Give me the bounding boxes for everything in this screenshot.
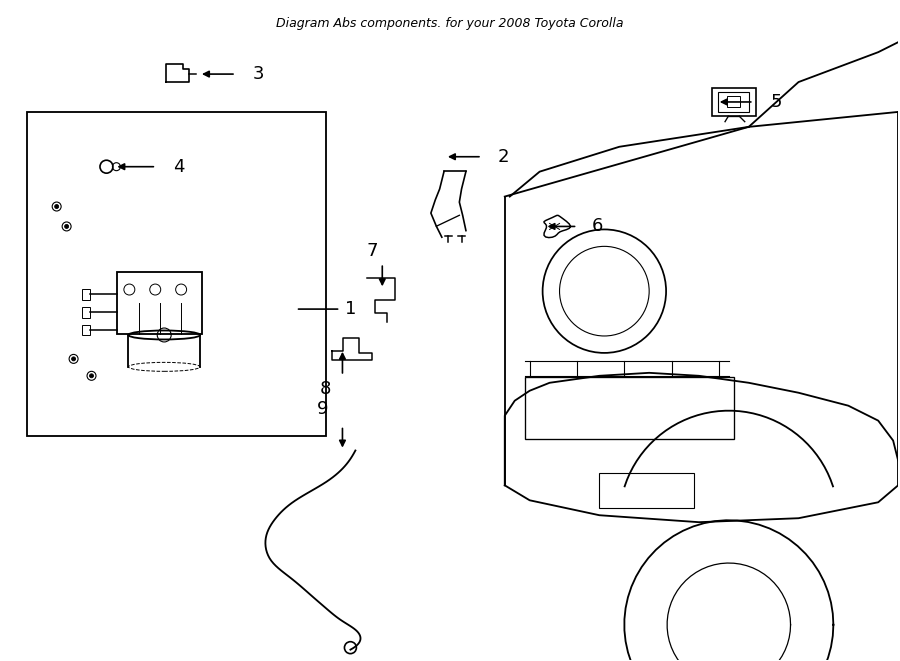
Bar — [117, 272, 202, 334]
Text: 1: 1 — [346, 300, 356, 318]
Circle shape — [55, 204, 58, 208]
Text: 8: 8 — [320, 380, 331, 398]
Text: Diagram Abs components. for your 2008 Toyota Corolla: Diagram Abs components. for your 2008 To… — [276, 17, 624, 30]
Circle shape — [65, 225, 68, 229]
Bar — [82, 289, 89, 299]
Text: 9: 9 — [317, 400, 328, 418]
Bar — [727, 97, 741, 108]
Bar — [525, 377, 733, 438]
Text: 5: 5 — [770, 93, 782, 111]
Circle shape — [89, 374, 94, 378]
Bar — [718, 92, 749, 112]
Bar — [27, 112, 326, 436]
Text: 7: 7 — [366, 243, 378, 260]
Bar — [82, 307, 89, 317]
Bar — [599, 473, 694, 508]
Bar — [82, 325, 89, 336]
Circle shape — [72, 357, 76, 361]
Text: 6: 6 — [591, 217, 603, 235]
Text: 2: 2 — [498, 147, 509, 166]
Text: 3: 3 — [253, 65, 265, 83]
Bar — [712, 88, 756, 116]
Text: 4: 4 — [173, 158, 184, 176]
